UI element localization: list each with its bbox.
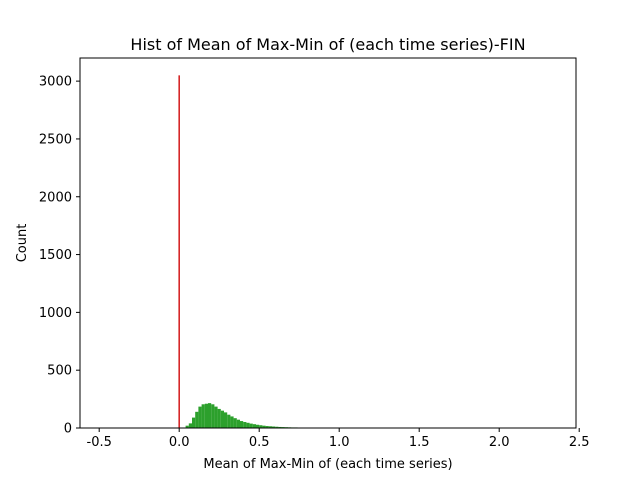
histogram-bar: [195, 412, 198, 428]
histogram-bar: [237, 420, 240, 428]
y-tick-label: 3000: [39, 75, 72, 90]
x-tick-label: 1.5: [409, 435, 430, 450]
histogram-bar: [221, 411, 224, 428]
histogram-bar: [234, 418, 237, 428]
histogram-bar: [192, 418, 195, 428]
histogram-bar: [218, 409, 221, 428]
histogram-bar: [253, 424, 256, 428]
x-tick-label: 1.0: [329, 435, 350, 450]
y-tick-label: 0: [64, 422, 72, 437]
y-tick-label: 1500: [39, 248, 72, 263]
x-tick-label: 0.5: [249, 435, 270, 450]
x-tick-label: 2.5: [569, 435, 590, 450]
x-tick-label: -0.5: [87, 435, 112, 450]
y-tick-label: 500: [47, 364, 72, 379]
histogram-bar: [214, 407, 217, 428]
zero-spike-bar: [178, 75, 180, 428]
y-tick-label: 2000: [39, 190, 72, 205]
histogram-bar: [243, 422, 246, 428]
histogram-bar: [198, 407, 201, 428]
y-tick-label: 1000: [39, 306, 72, 321]
histogram-bar: [211, 404, 214, 428]
y-axis-label: Count: [15, 224, 30, 263]
y-tick-label: 2500: [39, 132, 72, 147]
chart-title: Hist of Mean of Max-Min of (each time se…: [130, 35, 525, 54]
histogram-bar: [224, 412, 227, 428]
histogram-bar: [202, 404, 205, 428]
histogram-bar: [246, 423, 249, 428]
histogram-bar: [240, 421, 243, 428]
x-axis-label: Mean of Max-Min of (each time series): [203, 457, 452, 472]
histogram-bar: [205, 404, 208, 428]
x-tick-label: 2.0: [489, 435, 510, 450]
histogram-bar: [230, 416, 233, 428]
histogram-bar: [208, 403, 211, 428]
x-tick-label: 0.0: [169, 435, 190, 450]
histogram-bar: [250, 424, 253, 428]
histogram-bar: [189, 423, 192, 428]
histogram-bar: [227, 415, 230, 428]
